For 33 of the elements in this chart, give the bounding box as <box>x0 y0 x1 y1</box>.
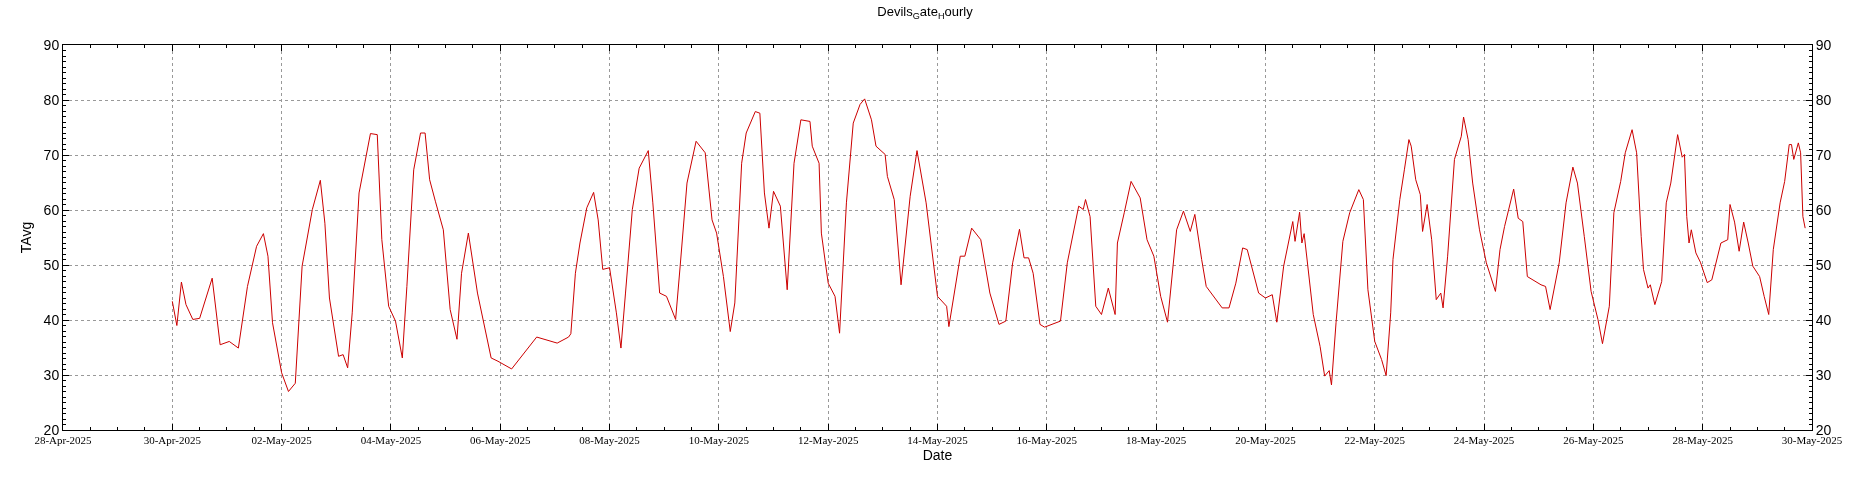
y2-tick-label: 70 <box>1815 146 1832 163</box>
y-tick-label: 80 <box>43 91 60 108</box>
y-axis-title: TAvg <box>18 221 35 254</box>
y-tick-label: 40 <box>43 311 60 328</box>
line-series <box>171 98 1806 392</box>
x-tick-label: 02-May-2025 <box>251 434 313 447</box>
x-tick-label: 26-May-2025 <box>1563 434 1625 447</box>
x-tick-label: 18-May-2025 <box>1125 434 1187 447</box>
x-tick-label: 30-Apr-2025 <box>143 434 202 447</box>
y-tick-label: 50 <box>43 256 60 273</box>
y2-tick-label: 40 <box>1815 311 1832 328</box>
y-tick-label: 90 <box>43 36 60 53</box>
x-axis-title: Date <box>922 446 953 463</box>
x-tick-label: 14-May-2025 <box>907 434 969 447</box>
y2-tick-label: 80 <box>1815 91 1832 108</box>
x-tick-label: 06-May-2025 <box>470 434 531 447</box>
x-tick-label: 16-May-2025 <box>1016 434 1078 447</box>
x-tick-label: 12-May-2025 <box>797 434 859 447</box>
x-tick-label: 28-May-2025 <box>1672 434 1734 447</box>
y-tick-label: 30 <box>43 366 60 383</box>
x-tick-label: 04-May-2025 <box>360 434 422 447</box>
y2-tick-label: 60 <box>1815 201 1832 218</box>
y-tick-label: 70 <box>43 146 60 163</box>
y-tick-label: 60 <box>43 201 60 218</box>
x-tick-label: 22-May-2025 <box>1344 434 1406 447</box>
x-tick-label: 20-May-2025 <box>1235 434 1297 447</box>
y2-tick-label: 30 <box>1815 366 1832 383</box>
chart-title: Devils$_{G}$ate$_{H}$ourly <box>877 4 974 22</box>
y2-tick-label: 50 <box>1815 256 1832 273</box>
x-tick-label: 08-May-2025 <box>579 434 641 447</box>
x-tick-label: 24-May-2025 <box>1453 434 1515 447</box>
y2-tick-label: 90 <box>1815 36 1832 53</box>
x-tick-label: 10-May-2025 <box>688 434 750 447</box>
